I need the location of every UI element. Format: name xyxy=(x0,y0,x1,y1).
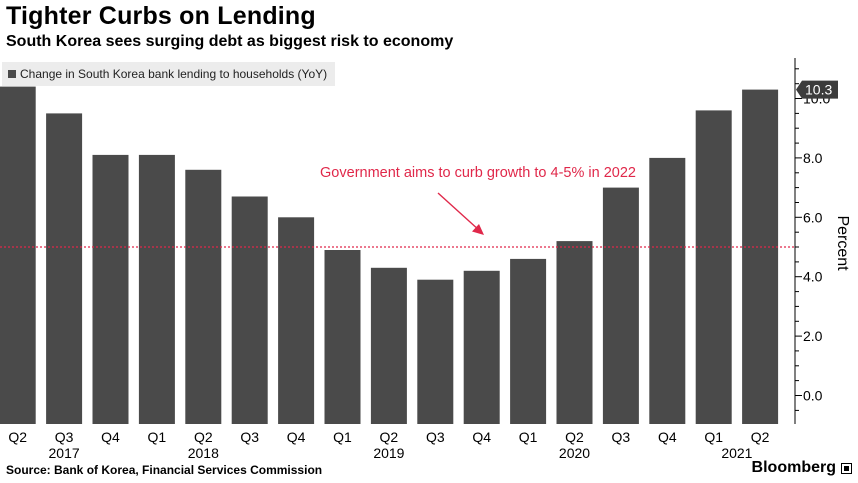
bar xyxy=(231,196,268,424)
bar xyxy=(510,258,547,424)
x-tick-label: Q2 xyxy=(8,429,27,445)
chart-subtitle: South Korea sees surging debt as biggest… xyxy=(6,33,454,50)
x-tick-label: Q2 xyxy=(380,429,399,445)
bar xyxy=(138,154,175,424)
bar xyxy=(417,279,454,424)
bar xyxy=(278,217,315,424)
legend-swatch xyxy=(8,70,16,78)
y-tick-label: 8.0 xyxy=(803,150,823,166)
bar xyxy=(46,113,83,425)
bar xyxy=(649,157,686,424)
x-tick-label: Q2 xyxy=(565,429,584,445)
y-tick-label: 2.0 xyxy=(803,328,823,344)
x-tick-label: Q2 xyxy=(751,429,770,445)
y-tick-label: 0.0 xyxy=(803,388,823,404)
x-tick-label: Q3 xyxy=(612,429,631,445)
y-tick-label: 4.0 xyxy=(803,269,823,285)
bar xyxy=(556,241,593,424)
bar xyxy=(695,110,732,425)
x-tick-label: Q4 xyxy=(287,429,306,445)
x-tick-label: Q4 xyxy=(101,429,120,445)
legend-label: Change in South Korea bank lending to ho… xyxy=(20,67,328,81)
bar xyxy=(324,250,361,424)
x-tick-label: Q4 xyxy=(658,429,677,445)
annotation-arrow xyxy=(437,192,481,232)
bar xyxy=(92,154,129,424)
annotation-arrowhead xyxy=(472,224,484,235)
x-tick-label: Q4 xyxy=(472,429,491,445)
x-year-label: 2019 xyxy=(373,445,404,461)
x-year-label: 2017 xyxy=(49,445,80,461)
bloomberg-logo: Bloomberg xyxy=(752,459,852,477)
bar xyxy=(602,187,639,424)
x-tick-label: Q2 xyxy=(194,429,213,445)
x-tick-label: Q3 xyxy=(240,429,259,445)
x-tick-label: Q1 xyxy=(704,429,723,445)
brand-name: Bloomberg xyxy=(751,459,836,476)
x-tick-label: Q1 xyxy=(333,429,352,445)
x-tick-label: Q1 xyxy=(148,429,167,445)
y-tick-label: 6.0 xyxy=(803,209,823,225)
x-tick-label: Q3 xyxy=(55,429,74,445)
source-note: Source: Bank of Korea, Financial Service… xyxy=(6,463,323,477)
terminal-icon xyxy=(841,462,852,474)
bar xyxy=(0,86,36,424)
last-value-flag xyxy=(796,80,838,99)
bar xyxy=(370,267,407,424)
bar xyxy=(185,169,222,424)
annotation-text: Government aims to curb growth to 4-5% i… xyxy=(320,165,636,181)
y-axis-title: Percent xyxy=(834,215,851,271)
x-year-label: 2018 xyxy=(188,445,219,461)
x-tick-label: Q1 xyxy=(519,429,538,445)
last-value-label: 10.3 xyxy=(805,82,832,98)
x-year-label: 2021 xyxy=(721,445,752,461)
x-year-label: 2020 xyxy=(559,445,590,461)
chart-title: Tighter Curbs on Lending xyxy=(6,2,316,30)
x-tick-label: Q3 xyxy=(426,429,445,445)
bar xyxy=(742,89,779,424)
legend: Change in South Korea bank lending to ho… xyxy=(2,62,336,86)
bar xyxy=(463,270,500,424)
